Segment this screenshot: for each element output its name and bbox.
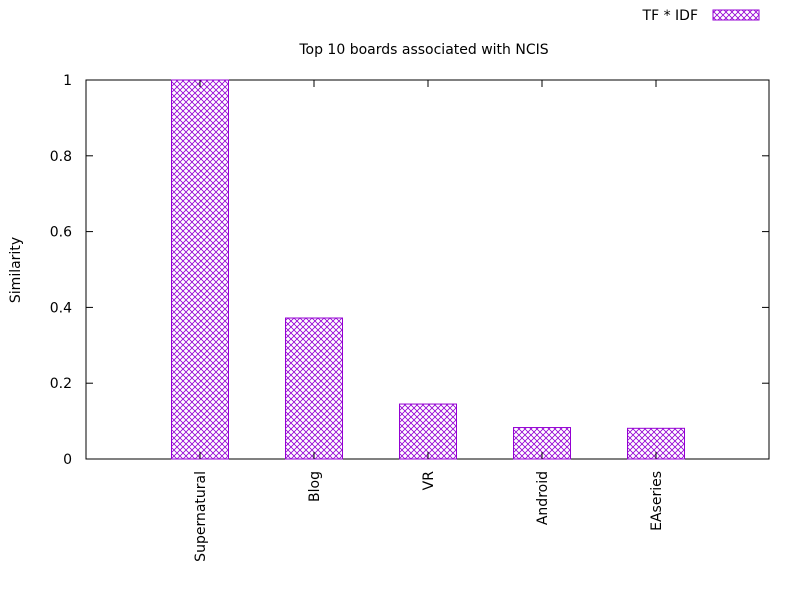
x-tick-label: Android — [535, 471, 551, 525]
y-tick-label: 0.8 — [50, 149, 72, 165]
chart-title: Top 10 boards associated with NCIS — [298, 42, 548, 58]
y-tick-label: 0.6 — [50, 225, 72, 241]
x-tick-label: VR — [421, 471, 437, 491]
legend: TF * IDF — [642, 8, 760, 24]
y-axis: 0 0.2 0.4 0.6 0.8 1 — [50, 73, 769, 468]
x-tick-label: Supernatural — [193, 471, 209, 562]
x-axis: Supernatural Blog VR Android EAseries — [193, 80, 665, 562]
y-tick-label: 0.4 — [50, 300, 72, 316]
bar-vr — [399, 403, 457, 460]
y-tick-label: 1 — [63, 73, 72, 89]
bar-supernatural — [171, 79, 229, 460]
bar-blog — [285, 317, 343, 460]
legend-label: TF * IDF — [642, 8, 698, 24]
y-tick-label: 0.2 — [50, 376, 72, 392]
x-tick-label: EAseries — [649, 471, 665, 531]
x-tick-label: Blog — [307, 471, 323, 502]
y-tick-label: 0 — [63, 452, 72, 468]
bars — [171, 79, 685, 460]
legend-swatch — [712, 9, 760, 21]
y-axis-label: Similarity — [8, 237, 24, 303]
